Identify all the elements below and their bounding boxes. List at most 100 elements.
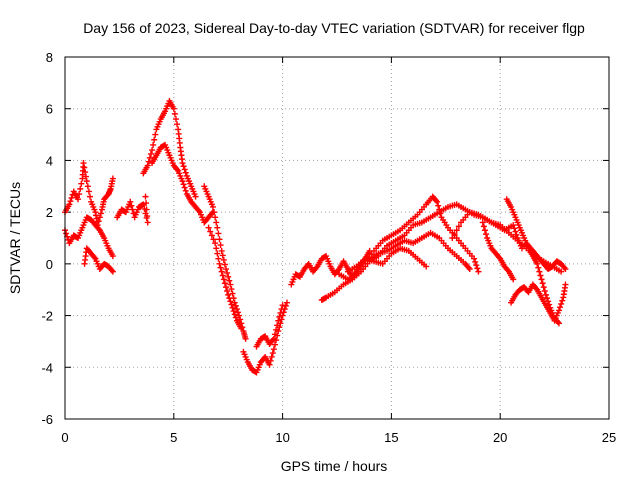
data-point-track-g <box>209 203 216 210</box>
data-point-track-q <box>541 288 548 295</box>
data-point-track-r <box>483 231 490 238</box>
data-point-track-h <box>227 298 234 305</box>
data-point-track-d <box>128 202 135 209</box>
data-point-track-b <box>109 253 116 260</box>
data-point-track-a <box>81 164 88 171</box>
data-point-track-a <box>83 178 90 185</box>
data-point-track-e <box>179 160 186 167</box>
data-point-track-g <box>236 312 243 319</box>
data-point-track-f <box>195 207 202 214</box>
data-point-track-d <box>143 206 150 213</box>
data-point-track-d <box>140 201 147 208</box>
data-point-track-m <box>472 258 479 265</box>
data-point-track-e <box>151 136 158 143</box>
data-point-track-t <box>561 264 568 271</box>
data-point-track-h <box>212 240 219 247</box>
data-point-track-h <box>225 291 232 298</box>
data-point-track-e <box>146 154 153 161</box>
data-point-track-t <box>562 266 569 273</box>
axis-ticks: 0 5 10 15 20 25 -6 -4 -2 0 2 4 6 8 <box>41 50 616 445</box>
data-point-track-a <box>109 175 116 182</box>
data-points <box>62 97 569 376</box>
data-point-track-g <box>233 306 240 313</box>
data-point-track-h <box>219 272 226 279</box>
data-point-track-h <box>230 308 237 315</box>
data-point-track-m <box>436 206 443 213</box>
data-point-track-g <box>219 252 226 259</box>
data-point-track-a <box>95 218 102 225</box>
x-tick-label: 15 <box>384 430 398 445</box>
x-axis-label: GPS time / hours <box>281 458 388 474</box>
data-point-track-j <box>274 322 281 329</box>
data-point-track-h <box>218 268 225 275</box>
data-point-track-e <box>150 141 157 148</box>
data-point-track-j <box>271 331 278 338</box>
plot-frame <box>64 56 610 420</box>
data-point-track-g <box>225 273 232 280</box>
data-point-track-l <box>558 268 565 275</box>
data-point-track-p <box>449 235 456 241</box>
data-point-track-e <box>152 131 159 138</box>
y-tick-label: 8 <box>46 50 53 65</box>
data-point-track-e <box>182 169 189 176</box>
data-point-track-e <box>180 163 187 170</box>
data-point-track-h <box>232 314 239 321</box>
data-point-track-o <box>423 263 430 270</box>
data-point-track-g <box>234 309 241 316</box>
y-tick-label: -2 <box>41 309 53 324</box>
data-point-track-j <box>275 317 282 324</box>
data-point-track-s <box>533 285 540 292</box>
data-point-track-a <box>76 191 83 198</box>
data-point-track-p <box>513 231 520 238</box>
data-point-track-d <box>144 219 151 226</box>
data-point-track-h <box>208 232 215 239</box>
data-point-track-e <box>147 150 154 157</box>
data-point-track-p <box>512 228 519 235</box>
data-point-track-r <box>479 219 486 226</box>
data-point-track-f <box>180 181 187 188</box>
data-point-track-h <box>207 228 214 235</box>
data-point-track-i <box>283 299 290 306</box>
chart-title: Day 156 of 2023, Sidereal Day-to-day VTE… <box>83 20 585 36</box>
data-point-track-p <box>518 245 525 252</box>
y-tick-label: -4 <box>41 360 53 375</box>
data-point-track-g <box>226 277 233 284</box>
data-point-track-h <box>213 245 220 252</box>
data-point-track-a <box>78 180 85 187</box>
data-point-track-g <box>214 224 221 231</box>
data-point-track-h <box>216 260 223 267</box>
data-point-track-q <box>534 260 541 267</box>
data-point-track-s <box>562 281 569 288</box>
data-point-track-g <box>223 266 230 273</box>
data-point-track-s <box>558 300 565 307</box>
data-point-track-g <box>217 242 224 249</box>
data-point-track-h <box>223 284 230 291</box>
data-point-track-c <box>91 254 98 261</box>
data-point-track-q <box>542 291 549 298</box>
data-point-track-j <box>270 335 277 342</box>
data-point-track-q <box>554 319 561 326</box>
data-point-track-c <box>108 267 115 274</box>
data-point-track-r <box>510 276 517 283</box>
data-point-track-d <box>144 213 151 220</box>
data-point-track-k <box>313 264 320 271</box>
x-tick-label: 25 <box>602 430 616 445</box>
data-point-track-a <box>82 173 89 180</box>
data-point-track-s <box>559 297 566 304</box>
data-point-track-q <box>537 272 544 279</box>
x-tick-label: 10 <box>275 430 289 445</box>
data-point-track-g <box>231 299 238 306</box>
data-point-track-a <box>84 183 91 190</box>
data-point-track-j <box>276 313 283 320</box>
data-point-track-h <box>210 236 217 243</box>
y-tick-label: 4 <box>46 153 53 168</box>
data-point-track-g <box>224 269 231 276</box>
data-point-track-m <box>435 202 442 209</box>
data-point-track-p <box>510 222 517 229</box>
data-point-track-e <box>172 116 179 123</box>
data-point-track-m <box>362 260 369 267</box>
data-point-track-k <box>335 267 342 274</box>
data-point-track-b <box>63 230 70 237</box>
data-point-track-p <box>453 227 460 234</box>
